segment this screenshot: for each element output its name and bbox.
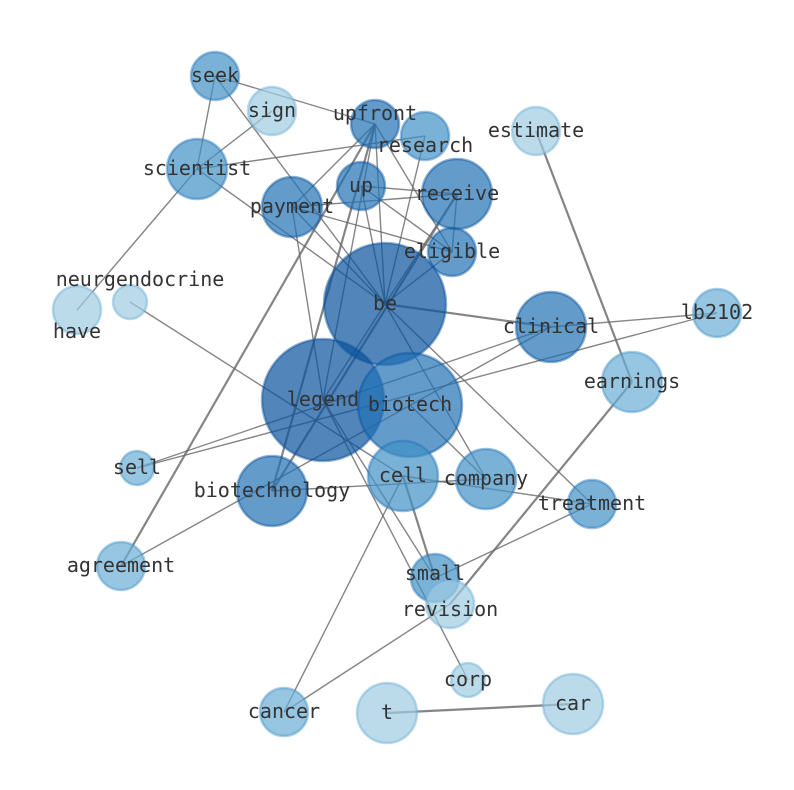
edge-t-car <box>386 702 574 715</box>
node-cell[interactable] <box>366 439 440 513</box>
node-label-payment: payment <box>250 194 334 218</box>
edge-revision-cancer <box>283 603 451 713</box>
node-label-scientist: scientist <box>143 156 251 180</box>
node-label-receive: receive <box>415 181 499 205</box>
node-label-car: car <box>555 691 591 715</box>
edge-seek-upfront <box>214 75 376 125</box>
node-label-upfront: upfront <box>333 101 417 125</box>
node-lb2102[interactable] <box>691 287 743 339</box>
node-label-sign: sign <box>248 98 296 122</box>
node-t[interactable] <box>355 681 419 745</box>
node-label-company: company <box>444 466 528 490</box>
node-label-t: t <box>381 700 393 724</box>
node-revision[interactable] <box>424 578 476 630</box>
edge-estimate-earnings <box>534 130 634 383</box>
node-label-up: up <box>349 173 373 197</box>
node-neurgendocrine[interactable] <box>111 283 149 321</box>
node-label-research: research <box>377 133 473 157</box>
node-label-revision: revision <box>402 597 498 621</box>
node-label-earnings: earnings <box>584 369 680 393</box>
node-label-clinical: clinical <box>503 314 599 338</box>
node-agreement[interactable] <box>95 540 147 592</box>
nodes-layer <box>51 50 743 745</box>
node-car[interactable] <box>541 672 605 736</box>
edge-upfront-agreement <box>120 123 376 567</box>
node-label-agreement: agreement <box>67 553 175 577</box>
node-label-have: have <box>53 319 101 343</box>
node-research[interactable] <box>399 110 451 162</box>
node-have[interactable] <box>51 284 103 336</box>
node-label-legend: legend <box>287 387 359 411</box>
node-estimate[interactable] <box>510 105 562 157</box>
node-label-cell: cell <box>379 463 427 487</box>
node-label-lb2102: lb2102 <box>681 300 753 324</box>
node-label-sell: sell <box>113 455 161 479</box>
node-scientist[interactable] <box>165 137 229 201</box>
node-label-corp: corp <box>444 667 492 691</box>
node-up[interactable] <box>335 160 387 212</box>
node-biotechnology[interactable] <box>235 454 309 528</box>
node-label-be: be <box>373 291 397 315</box>
labels-layer: seek sign upfront research estimate scientist… <box>53 63 753 724</box>
node-label-biotechnology: biotechnology <box>194 478 351 502</box>
node-company[interactable] <box>454 447 518 511</box>
node-label-cancer: cancer <box>248 699 320 723</box>
node-corp[interactable] <box>449 661 487 699</box>
node-treatment[interactable] <box>566 478 618 530</box>
node-cancer[interactable] <box>258 686 310 738</box>
node-label-estimate: estimate <box>488 118 584 142</box>
node-earnings[interactable] <box>600 350 664 414</box>
edge-earnings-revision <box>449 381 633 605</box>
node-sell[interactable] <box>118 449 156 487</box>
edge-small-treatment <box>434 503 593 579</box>
node-label-biotech: biotech <box>368 392 452 416</box>
edge-upfront-eligible <box>374 123 453 253</box>
node-seek[interactable] <box>189 50 241 102</box>
node-label-seek: seek <box>191 63 239 87</box>
node-label-neurgendocrine: neurgendocrine <box>56 267 225 291</box>
node-sign[interactable] <box>246 85 298 137</box>
node-payment[interactable] <box>260 175 324 239</box>
node-clinical[interactable] <box>514 290 588 364</box>
edge-scientist-have <box>76 168 198 311</box>
node-label-eligible: eligible <box>404 239 500 263</box>
node-upfront[interactable] <box>349 98 401 150</box>
node-eligible[interactable] <box>426 226 478 278</box>
node-label-small: small <box>405 561 465 585</box>
node-label-treatment: treatment <box>538 491 646 515</box>
